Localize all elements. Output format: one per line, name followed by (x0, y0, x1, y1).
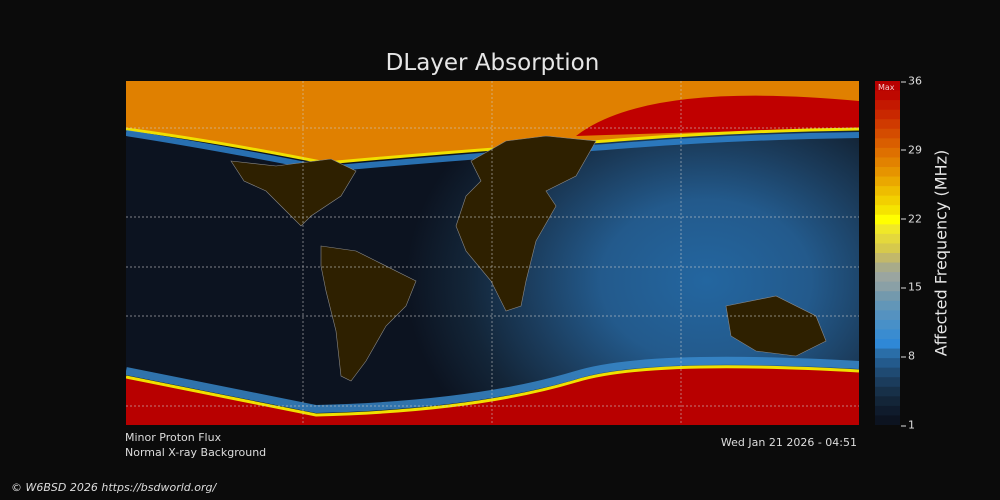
colorbar-tick: 36 (901, 74, 922, 88)
colorbar-band (875, 119, 900, 130)
xray-status: Normal X-ray Background (125, 446, 267, 459)
north-polar-max (576, 95, 859, 136)
colorbar-band (875, 90, 900, 101)
colorbar-band (875, 186, 900, 197)
colorbar-band (875, 167, 900, 178)
chart-title: DLayer Absorption (385, 50, 600, 76)
colorbar-band (875, 319, 900, 330)
colorbar-band (875, 367, 900, 378)
colorbar-band (875, 405, 900, 416)
colorbar-band (875, 262, 900, 273)
colorbar-band (875, 147, 900, 158)
colorbar-band (875, 253, 900, 264)
colorbar-band (875, 195, 900, 206)
colorbar-band (875, 291, 900, 302)
colorbar-band (875, 243, 900, 254)
colorbar-band (875, 233, 900, 244)
colorbar-band (875, 138, 900, 149)
colorbar-band (875, 157, 900, 168)
copyright: © W6BSD 2026 https://bsdworld.org/ (11, 481, 217, 494)
colorbar (875, 81, 900, 425)
colorbar-band (875, 272, 900, 283)
colorbar-band (875, 128, 900, 139)
south-polar-cap (126, 366, 859, 425)
proton-flux-status: Minor Proton Flux (125, 431, 222, 444)
colorbar-tick: 29 (901, 143, 922, 157)
colorbar-band (875, 377, 900, 388)
colorbar-tick: 15 (901, 280, 922, 294)
timestamp: Wed Jan 21 2026 - 04:51 (720, 436, 857, 449)
colorbar-band (875, 214, 900, 225)
colorbar-band (875, 339, 900, 350)
colorbar-band (875, 176, 900, 187)
colorbar-band (875, 224, 900, 235)
colorbar-band (875, 109, 900, 120)
colorbar-band (875, 205, 900, 216)
graticule (126, 81, 859, 425)
colorbar-band (875, 386, 900, 397)
colorbar-band (875, 100, 900, 111)
colorbar-max-label: Max (878, 83, 895, 92)
colorbar-tick: 8 (901, 349, 915, 363)
colorbar-band (875, 396, 900, 407)
colorbar-tick: 1 (901, 418, 915, 432)
colorbar-band (875, 348, 900, 359)
colorbar-band (875, 281, 900, 292)
absorption-map (126, 81, 859, 425)
colorbar-band (875, 300, 900, 311)
colorbar-max-band (875, 81, 900, 92)
colorbar-band (875, 329, 900, 340)
colorbar-band (875, 415, 900, 425)
colorbar-tick: 22 (901, 212, 922, 226)
colorbar-band (875, 358, 900, 369)
colorbar-label: Affected Frequency (MHz) (931, 149, 951, 357)
colorbar-band (875, 310, 900, 321)
